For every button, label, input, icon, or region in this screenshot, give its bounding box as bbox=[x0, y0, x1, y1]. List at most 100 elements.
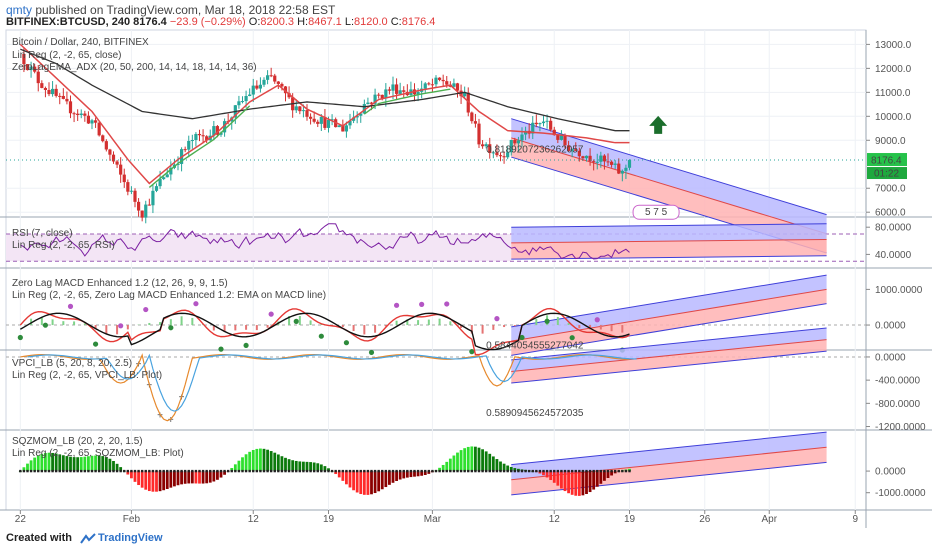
vpci-axis-tick-label: 0.0000 bbox=[875, 352, 906, 363]
macd-hist-bar bbox=[460, 325, 463, 328]
candle-body bbox=[362, 104, 366, 114]
candle-body bbox=[283, 86, 288, 94]
macd-hist-bar bbox=[417, 320, 420, 326]
momentum-bar bbox=[581, 471, 585, 496]
candle-body bbox=[316, 121, 320, 124]
candle-body bbox=[570, 149, 574, 151]
vpci-cross-marker: + bbox=[168, 415, 174, 426]
momentum-bar bbox=[72, 457, 76, 472]
rsi-channel-mid-line bbox=[511, 238, 827, 244]
squeeze-dot bbox=[542, 469, 545, 473]
macd-channel-lower-line bbox=[511, 303, 827, 356]
momentum-bar bbox=[506, 465, 510, 472]
candle-body bbox=[54, 88, 58, 96]
author-name[interactable]: qmty bbox=[6, 3, 33, 17]
symbol-label[interactable]: BITFINEX:BTCUSD, 240 bbox=[6, 16, 131, 28]
macd-signal-dot bbox=[494, 316, 500, 322]
sqzmom-axis-tick-label: 0.0000 bbox=[875, 467, 906, 478]
candle-body bbox=[205, 136, 209, 141]
candle-body bbox=[520, 134, 524, 141]
squeeze-dot bbox=[252, 469, 255, 473]
momentum-bar bbox=[76, 457, 80, 472]
squeeze-dot bbox=[29, 469, 33, 473]
momentum-bar bbox=[477, 447, 481, 472]
momentum-bar bbox=[144, 471, 148, 490]
chart-area[interactable]: 5 7 5 0.8189207236262057 Bitcoin / Dollar,… bbox=[0, 0, 932, 528]
momentum-bar bbox=[248, 451, 252, 472]
squeeze-dot bbox=[40, 469, 44, 473]
candle-body bbox=[430, 84, 435, 86]
macd-hist-bar bbox=[73, 321, 76, 326]
candle-body bbox=[86, 115, 91, 124]
candle-body bbox=[176, 163, 180, 165]
squeeze-dot bbox=[470, 469, 474, 473]
squeeze-dot bbox=[388, 469, 391, 473]
candle-body bbox=[190, 140, 194, 142]
macd-hist-bar bbox=[148, 322, 151, 326]
momentum-bar bbox=[284, 457, 287, 472]
momentum-bar bbox=[219, 471, 223, 478]
candle-body bbox=[133, 190, 137, 202]
macd-signal-dot bbox=[118, 323, 124, 329]
momentum-bar bbox=[255, 448, 259, 472]
squeeze-dot bbox=[384, 469, 388, 473]
squeeze-dot bbox=[588, 469, 592, 473]
candle-body bbox=[33, 66, 37, 72]
momentum-bar bbox=[384, 471, 388, 488]
momentum-bar bbox=[309, 462, 312, 472]
candle-body bbox=[144, 204, 148, 218]
candle-body bbox=[602, 155, 607, 162]
momentum-bar bbox=[312, 462, 316, 472]
candle-body bbox=[373, 94, 377, 104]
candle-body bbox=[197, 133, 202, 136]
time-tick-label: 9 bbox=[852, 514, 858, 525]
squeeze-dot bbox=[101, 469, 104, 473]
price-channel-upper-band bbox=[511, 118, 827, 234]
squeeze-dot bbox=[183, 469, 187, 473]
candle-body bbox=[341, 125, 345, 132]
squeeze-dot bbox=[97, 469, 101, 473]
sqzmom-pane-title: SQZMOM_LB (20, 2, 20, 1.5) bbox=[12, 436, 143, 447]
macd-hist-bar bbox=[83, 323, 86, 326]
sqzmom-channel-upper-band bbox=[511, 432, 827, 480]
candle-body bbox=[237, 101, 241, 106]
momentum-bar bbox=[36, 455, 40, 472]
squeeze-dot bbox=[316, 469, 319, 473]
chart-header: qmty published on TradingView.com, Mar 1… bbox=[0, 0, 932, 30]
momentum-bar bbox=[259, 448, 262, 472]
momentum-bar bbox=[94, 455, 97, 472]
candle-body bbox=[151, 190, 155, 206]
open-label: O: bbox=[248, 16, 261, 28]
tradingview-brand[interactable]: TradingView bbox=[98, 532, 163, 544]
macd-signal-dot bbox=[469, 349, 475, 355]
macd-hist-bar bbox=[578, 325, 581, 329]
candle-body bbox=[588, 155, 592, 162]
momentum-bar bbox=[606, 471, 610, 479]
candle-body bbox=[119, 164, 123, 175]
squeeze-dot bbox=[173, 469, 176, 473]
macd-hist-bar bbox=[395, 320, 398, 326]
momentum-bar bbox=[495, 459, 499, 472]
squeeze-dot bbox=[502, 469, 506, 473]
macd-signal-dot bbox=[318, 333, 324, 339]
momentum-bar bbox=[388, 471, 391, 485]
vpci-channel-lower-band bbox=[511, 339, 827, 384]
momentum-bar bbox=[588, 471, 592, 493]
macd-signal-dot bbox=[42, 322, 49, 328]
candle-body bbox=[29, 66, 33, 71]
vpci-signal-line bbox=[27, 353, 637, 412]
squeeze-dot bbox=[352, 469, 355, 473]
macd-hist-bar bbox=[341, 325, 344, 328]
candle-body bbox=[574, 149, 578, 151]
candle-body bbox=[617, 163, 621, 174]
candle-body bbox=[298, 106, 302, 112]
rsi-channel-lower-band bbox=[511, 239, 827, 260]
zerolag-green-line bbox=[363, 88, 451, 115]
candle-body bbox=[140, 210, 144, 218]
momentum-bar bbox=[509, 466, 513, 472]
macd-axis-tick-label: 0.0000 bbox=[875, 321, 906, 332]
momentum-bar bbox=[499, 461, 502, 472]
momentum-bar bbox=[413, 471, 416, 477]
momentum-bar bbox=[180, 471, 183, 485]
candle-body bbox=[394, 84, 399, 94]
